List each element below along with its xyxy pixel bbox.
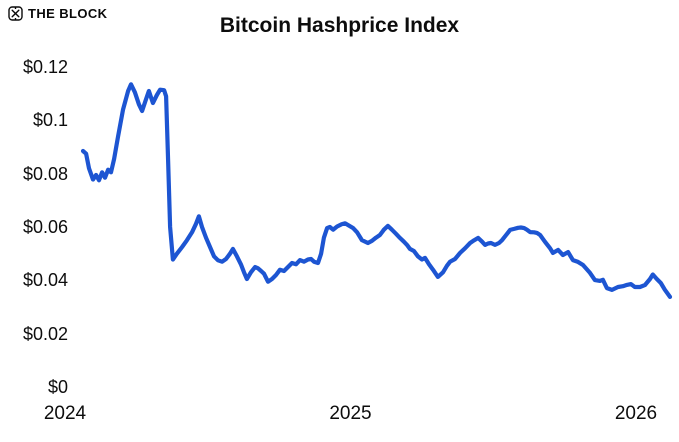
y-tick-label: $0.1 [32,110,68,131]
chart-title: Bitcoin Hashprice Index [219,14,460,37]
y-tick-label: $0.02 [22,323,68,344]
the-block-logo-icon [8,6,23,21]
x-tick-label: 2024 [43,403,87,424]
y-tick-label: $0 [47,377,68,397]
hashprice-line [80,82,673,299]
the-block-logo-text: THE BLOCK [28,6,108,21]
y-tick-label: $0.04 [22,270,68,291]
x-tick-label: 2025 [329,403,372,424]
y-tick-label: $0.08 [22,163,68,184]
the-block-logo: THE BLOCK [8,6,107,21]
y-tick-label: $0.12 [22,57,68,77]
x-tick-label: 2026 [614,403,658,424]
y-tick-label: $0.06 [22,217,68,237]
